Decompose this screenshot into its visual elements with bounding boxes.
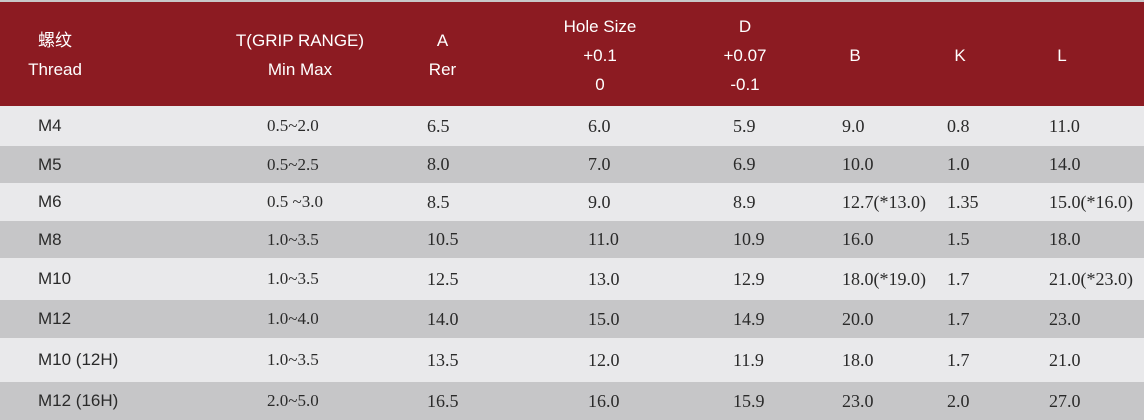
header-b-line: B: [849, 45, 861, 65]
cell-d: 5.9: [733, 115, 756, 136]
table-body: M4 0.5~2.0 6.5 6.0 5.9 9.0 0.8 11.0 M5 0.5~2.5 8.0…: [0, 106, 1144, 420]
cell-l: 15.0(*16.0): [1049, 191, 1133, 212]
header-hole-line: Hole Size: [563, 16, 637, 36]
cell-hole: 6.0: [588, 115, 611, 136]
header-thread-line: Thread: [28, 60, 82, 79]
cell-thread: M8: [38, 229, 62, 249]
cell-k: 1.0: [947, 154, 970, 174]
cell-a: 6.5: [427, 115, 450, 136]
cell-l: 23.0: [1049, 308, 1081, 329]
header-d-line: -0.1: [730, 74, 760, 94]
header-k: K: [935, 2, 985, 108]
cell-d: 6.9: [733, 154, 756, 174]
cell-l: 21.0: [1049, 349, 1081, 370]
cell-a: 16.5: [427, 390, 459, 411]
table-row: M8 1.0~3.5 10.5 11.0 10.9 16.0 1.5 18.0: [0, 221, 1144, 258]
cell-hole: 13.0: [588, 268, 620, 289]
table-row: M6 0.5 ~3.0 8.5 9.0 8.9 12.7(*13.0) 1.35 15.0(*…: [0, 183, 1144, 221]
cell-b: 23.0: [842, 390, 874, 411]
cell-l: 14.0: [1049, 154, 1081, 174]
header-a-line: Rer: [428, 60, 457, 79]
header-a-line: A: [436, 31, 449, 50]
cell-thread: M10: [38, 269, 72, 288]
cell-hole: 7.0: [588, 154, 611, 174]
cell-k: 1.7: [947, 349, 970, 370]
cell-grip: 1.0~3.5: [267, 350, 319, 369]
header-thread: 螺纹 Thread: [0, 2, 110, 108]
table-header: 螺纹 Thread T(GRIP RANGE) Min Max A Rer Hole …: [0, 0, 1144, 106]
header-grip-line: Min Max: [267, 60, 333, 79]
table-row: M4 0.5~2.0 6.5 6.0 5.9 9.0 0.8 11.0: [0, 106, 1144, 146]
cell-l: 21.0(*23.0): [1049, 268, 1133, 289]
cell-thread: M5: [38, 154, 62, 174]
table-row: M10 1.0~3.5 12.5 13.0 12.9 18.0(*19.0) 1.7 21.0…: [0, 258, 1144, 300]
cell-d: 10.9: [733, 229, 765, 249]
header-k-line: K: [954, 45, 966, 65]
cell-d: 8.9: [733, 191, 756, 212]
header-l-line: L: [1057, 45, 1067, 65]
cell-b: 20.0: [842, 308, 874, 329]
cell-k: 1.5: [947, 229, 970, 249]
cell-d: 12.9: [733, 268, 765, 289]
cell-grip: 1.0~3.5: [267, 229, 319, 249]
cell-thread: M10 (12H): [38, 350, 119, 369]
cell-hole: 11.0: [588, 229, 619, 249]
header-grip-range: T(GRIP RANGE) Min Max: [200, 2, 400, 108]
header-d: D +0.07 -0.1: [695, 2, 795, 108]
cell-b: 18.0(*19.0): [842, 268, 926, 289]
table-row: M12 (16H) 2.0~5.0 16.5 16.0 15.9 23.0 2.0 27.0: [0, 382, 1144, 420]
cell-grip: 1.0~4.0: [267, 309, 319, 328]
cell-k: 1.7: [947, 308, 970, 329]
table-row: M5 0.5~2.5 8.0 7.0 6.9 10.0 1.0 14.0: [0, 146, 1144, 183]
cell-grip: 2.0~5.0: [267, 391, 319, 410]
cell-d: 14.9: [733, 308, 765, 329]
cell-a: 13.5: [427, 349, 459, 370]
cell-a: 8.0: [427, 154, 450, 174]
cell-k: 1.35: [947, 191, 979, 212]
cell-a: 8.5: [427, 191, 450, 212]
cell-l: 18.0: [1049, 229, 1081, 249]
cell-grip: 1.0~3.5: [267, 269, 319, 288]
cell-b: 12.7(*13.0): [842, 191, 926, 212]
cell-b: 10.0: [842, 154, 874, 174]
cell-grip: 0.5~2.5: [267, 154, 319, 174]
cell-l: 11.0: [1049, 115, 1080, 136]
cell-hole: 9.0: [588, 191, 611, 212]
cell-grip: 0.5~2.0: [267, 116, 319, 135]
cell-hole: 12.0: [588, 349, 620, 370]
header-thread-line: 螺纹: [38, 31, 72, 50]
cell-k: 1.7: [947, 268, 970, 289]
header-hole-line: 0: [595, 74, 605, 94]
cell-hole: 16.0: [588, 390, 620, 411]
header-hole-size: Hole Size +0.1 0: [540, 2, 660, 108]
cell-thread: M4: [38, 116, 62, 135]
cell-k: 2.0: [947, 390, 970, 411]
header-b: B: [830, 2, 880, 108]
header-d-line: D: [738, 16, 752, 36]
cell-a: 14.0: [427, 308, 459, 329]
cell-thread: M12: [38, 309, 72, 328]
cell-b: 16.0: [842, 229, 874, 249]
cell-thread: M12 (16H): [38, 391, 119, 410]
header-l: L: [1037, 2, 1087, 108]
cell-b: 18.0: [842, 349, 874, 370]
cell-d: 11.9: [733, 349, 764, 370]
table-row: M10 (12H) 1.0~3.5 13.5 12.0 11.9 18.0 1.7 21.0: [0, 338, 1144, 382]
cell-l: 27.0: [1049, 390, 1081, 411]
cell-d: 15.9: [733, 390, 765, 411]
cell-hole: 15.0: [588, 308, 620, 329]
cell-grip: 0.5 ~3.0: [267, 192, 323, 211]
cell-a: 12.5: [427, 268, 459, 289]
cell-b: 9.0: [842, 115, 865, 136]
header-a: A Rer: [400, 2, 485, 108]
cell-k: 0.8: [947, 115, 970, 136]
cell-a: 10.5: [427, 229, 459, 249]
header-d-line: +0.07: [723, 45, 767, 65]
header-grip-line: T(GRIP RANGE): [235, 31, 365, 50]
header-hole-line: +0.1: [583, 45, 617, 65]
cell-thread: M6: [38, 192, 62, 211]
table-row: M12 1.0~4.0 14.0 15.0 14.9 20.0 1.7 23.0: [0, 300, 1144, 338]
